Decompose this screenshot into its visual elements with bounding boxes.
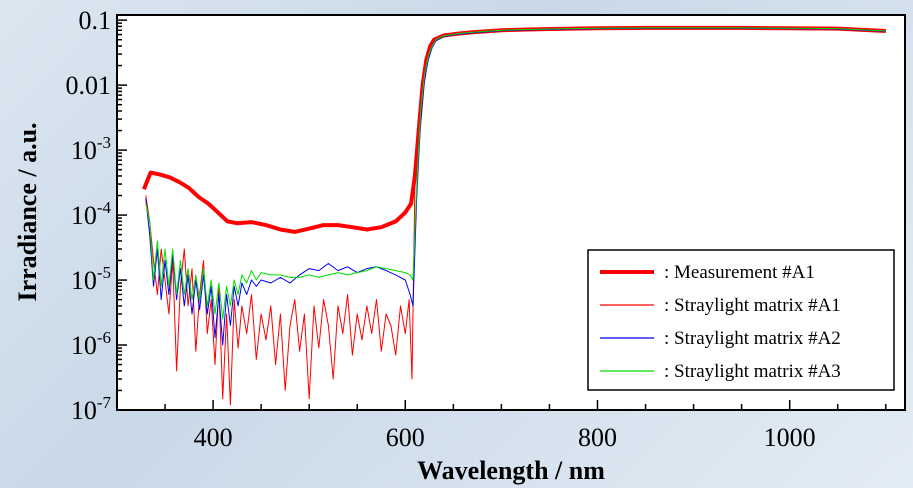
y-tick-label: 10-6 <box>71 328 111 360</box>
legend-label-3: : Straylight matrix #A2 <box>664 328 841 349</box>
x-tick-label: 400 <box>194 423 233 452</box>
y-axis: 10-7 10-6 10-5 10-4 10-3 0.01 0.1 <box>66 6 127 425</box>
x-tick-label: 600 <box>386 423 425 452</box>
legend-label-1: : Measurement #A1 <box>664 262 815 283</box>
legend: : Measurement #A1 : Straylight matrix #A1… <box>587 249 895 391</box>
legend-label-4: : Straylight matrix #A3 <box>664 361 841 382</box>
y-tick-label: 10-4 <box>71 198 112 230</box>
y-tick-label: 0.1 <box>79 6 112 35</box>
x-tick-label: 800 <box>578 423 617 452</box>
legend-label-2: : Straylight matrix #A1 <box>664 295 841 316</box>
series-line-2 <box>145 27 886 406</box>
x-tick-label: 1000 <box>764 423 816 452</box>
y-tick-label: 10-7 <box>71 393 112 425</box>
y-axis-title: Irradiance / a.u. <box>13 122 42 301</box>
y-tick-label: 10-3 <box>71 133 111 165</box>
series-line-4 <box>145 27 886 320</box>
x-axis: 400 600 800 1000 <box>116 400 887 452</box>
y-tick-label: 0.01 <box>66 71 112 100</box>
series-layer <box>142 25 886 406</box>
x-axis-title: Wavelength / nm <box>417 456 605 485</box>
plot-frame <box>116 14 906 411</box>
y-tick-label: 10-5 <box>71 263 111 295</box>
